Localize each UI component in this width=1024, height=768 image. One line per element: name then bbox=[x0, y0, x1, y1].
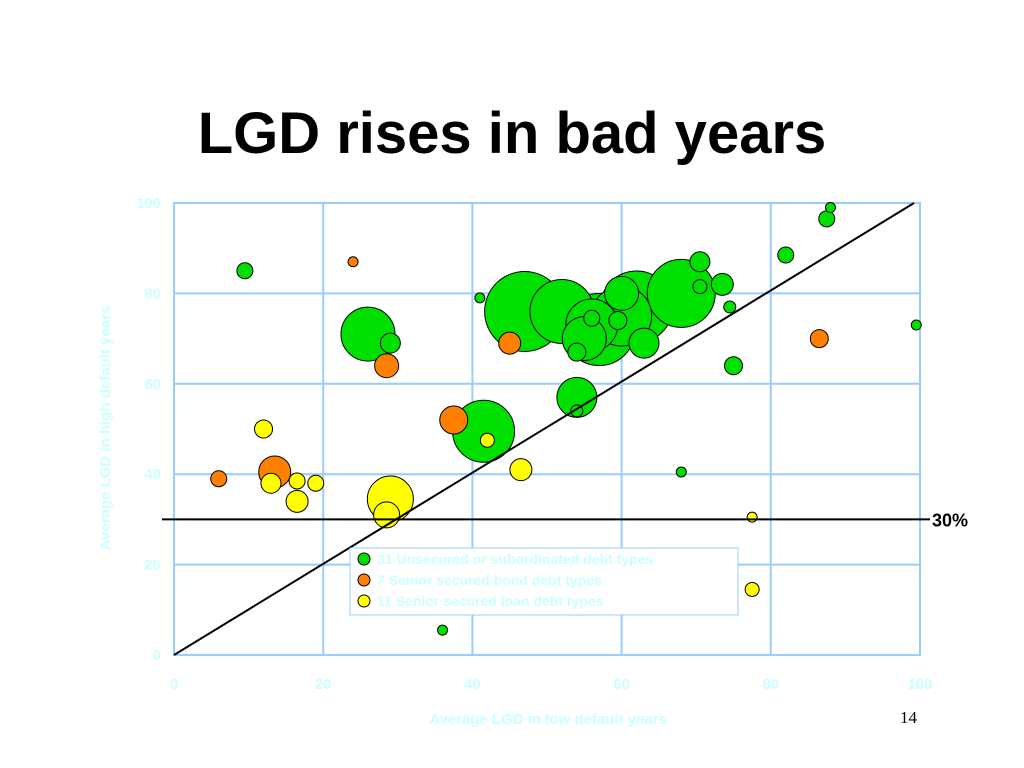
x-axis-title: Average LGD in low default years bbox=[429, 711, 667, 728]
senior-bond-point bbox=[498, 331, 522, 355]
unsecured-point bbox=[818, 210, 836, 228]
unsecured-point bbox=[379, 332, 401, 354]
unsecured-point bbox=[777, 246, 795, 264]
senior-bond-point bbox=[809, 329, 829, 349]
senior-loan-point bbox=[288, 472, 306, 490]
unsecured-point bbox=[628, 327, 660, 359]
senior-loan-point bbox=[509, 458, 533, 482]
unsecured-point bbox=[583, 309, 601, 327]
legend: 31 Unsecured or subordinated debt types 7… bbox=[349, 547, 739, 616]
y-tick-label: 40 bbox=[144, 466, 161, 483]
x-tick-label: 100 bbox=[907, 676, 932, 693]
legend-label: 31 Unsecured or subordinated debt types bbox=[377, 551, 653, 567]
senior-loan-point bbox=[746, 511, 758, 523]
y-tick-label: 0 bbox=[153, 647, 161, 664]
legend-label: 11 Senior secured loan debt types bbox=[377, 593, 604, 609]
slide-title: LGD rises in bad years bbox=[197, 101, 827, 166]
thirty-percent-label: 30% bbox=[932, 510, 968, 530]
y-tick-label: 60 bbox=[144, 376, 161, 393]
senior-loan-point bbox=[260, 472, 282, 494]
unsecured-point bbox=[474, 292, 486, 304]
unsecured-point bbox=[692, 279, 708, 295]
senior-bond-point bbox=[439, 405, 469, 435]
legend-marker bbox=[357, 552, 371, 566]
unsecured-point bbox=[723, 300, 737, 314]
reference-lines: 30% bbox=[162, 202, 968, 656]
y-tick-label: 100 bbox=[136, 195, 161, 212]
senior-bond-point bbox=[347, 256, 359, 268]
senior-loan-point bbox=[479, 432, 495, 448]
unsecured-point bbox=[236, 262, 254, 280]
unsecured-point bbox=[437, 624, 449, 636]
axis-tick-labels: 0 20 40 60 80 100 0 20 40 60 80 100 bbox=[136, 195, 933, 693]
legend-label: 7 Senior secured bond debt types bbox=[377, 572, 602, 588]
page-number: 14 bbox=[900, 708, 917, 727]
senior-loan-point bbox=[744, 581, 760, 597]
x-tick-label: 20 bbox=[315, 676, 332, 693]
senior-loan-point bbox=[254, 419, 274, 439]
y-tick-label: 80 bbox=[144, 285, 161, 302]
unsecured-point bbox=[608, 311, 628, 331]
legend-marker bbox=[357, 573, 371, 587]
senior-bond-point bbox=[210, 470, 228, 488]
x-tick-label: 80 bbox=[762, 676, 779, 693]
unsecured-point bbox=[675, 466, 687, 478]
unsecured-point bbox=[910, 319, 922, 331]
unsecured-point bbox=[689, 251, 711, 273]
x-tick-label: 60 bbox=[613, 676, 630, 693]
senior-loan-point bbox=[307, 474, 325, 492]
legend-marker bbox=[357, 594, 371, 608]
y-tick-label: 20 bbox=[144, 557, 161, 574]
unsecured-point bbox=[724, 356, 743, 376]
y-axis-title: Average LGD in high default years bbox=[97, 306, 114, 551]
senior-loan-point bbox=[285, 489, 309, 513]
x-tick-label: 0 bbox=[170, 676, 178, 693]
unsecured-point bbox=[710, 272, 734, 296]
unsecured-point bbox=[824, 202, 836, 214]
x-tick-label: 40 bbox=[464, 676, 481, 693]
legend-box bbox=[349, 547, 739, 616]
data-points bbox=[210, 202, 922, 636]
diagonal-line bbox=[173, 202, 915, 656]
unsecured-point bbox=[604, 275, 640, 311]
unsecured-point bbox=[567, 342, 587, 362]
senior-bond-point bbox=[374, 353, 400, 379]
